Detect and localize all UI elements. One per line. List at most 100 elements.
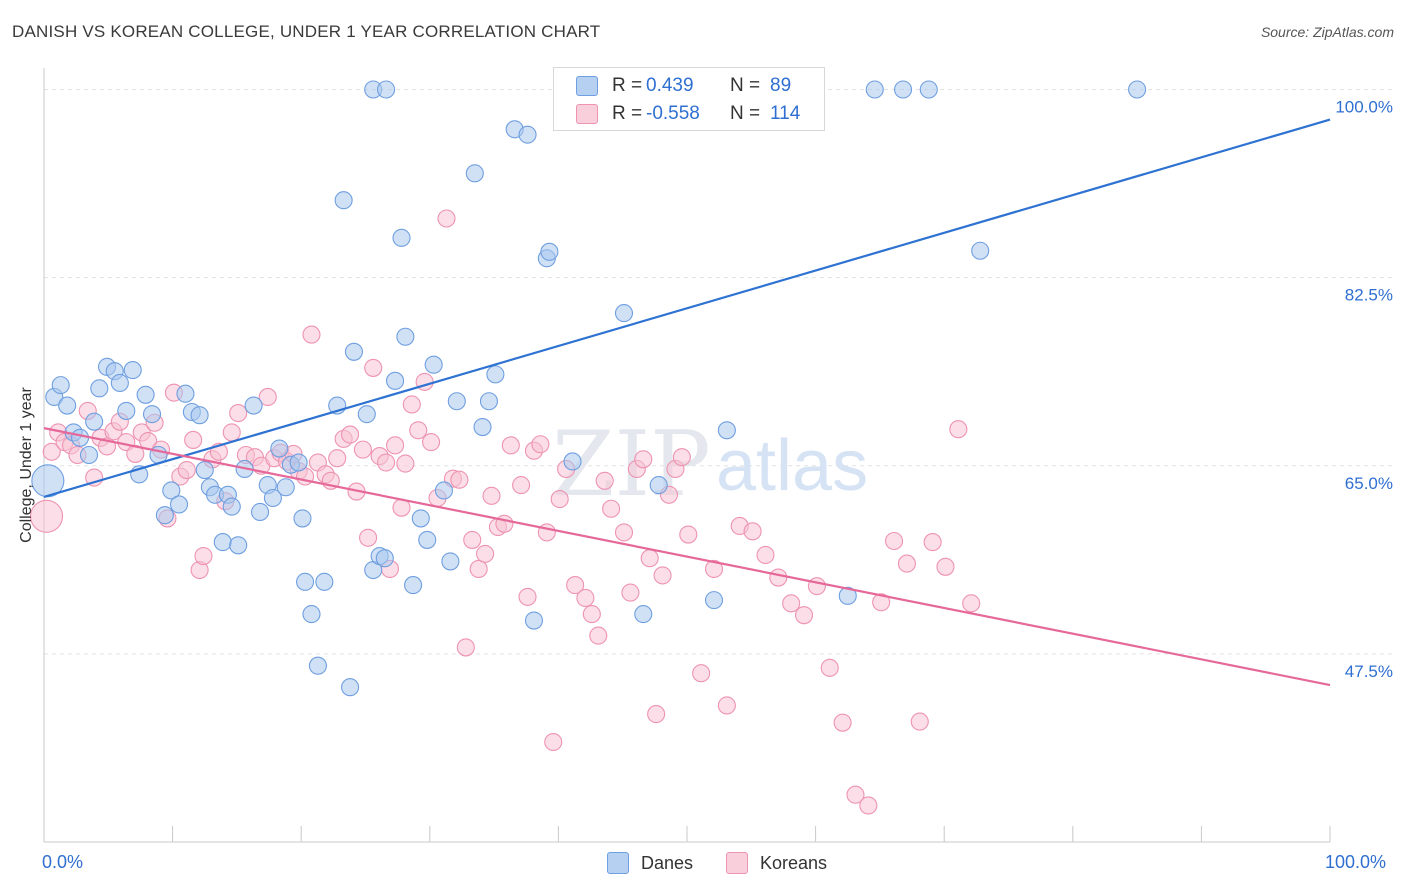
danes-point — [195, 460, 214, 480]
danes-point — [377, 80, 396, 99]
watermark-atlas: atlas — [716, 426, 868, 506]
koreans-point — [859, 796, 878, 815]
koreans-point — [396, 454, 415, 473]
bottom-legend-koreans-label: Koreans — [760, 852, 828, 873]
danes-point — [1128, 80, 1147, 99]
danes-point — [296, 572, 315, 591]
koreans-point — [756, 545, 775, 565]
koreans-point — [949, 420, 968, 439]
danes-point — [79, 445, 99, 465]
koreans-point — [897, 554, 916, 573]
danes-point — [244, 396, 263, 415]
danes-point — [276, 478, 295, 497]
koreans-point — [595, 471, 614, 490]
danes-trend-line — [43, 118, 1331, 498]
koreans-point — [962, 594, 981, 613]
danes-swatch — [576, 76, 598, 96]
koreans-point — [501, 436, 520, 455]
danes-point — [465, 164, 484, 183]
koreans-point — [653, 566, 672, 585]
danes-point — [404, 576, 423, 595]
bottom-legend: Danes Koreans — [0, 852, 1406, 876]
koreans-point — [640, 549, 659, 568]
danes-point — [473, 417, 492, 437]
legend-n-label: N = — [730, 103, 761, 124]
koreans-point — [476, 544, 495, 563]
koreans-point — [634, 450, 653, 469]
danes-point — [110, 373, 129, 393]
danes-point — [717, 421, 736, 440]
koreans-point — [820, 658, 839, 677]
koreans-swatch — [576, 104, 598, 124]
watermark: ZIP atlas — [552, 412, 868, 517]
danes-point — [524, 611, 544, 630]
legend-r-label: R = — [612, 75, 643, 96]
koreans-point — [409, 421, 428, 440]
legend-n-value: 89 — [770, 75, 792, 96]
koreans-point — [377, 453, 396, 472]
koreans-point — [794, 606, 814, 625]
koreans-point — [589, 626, 608, 645]
legend-n-value: 114 — [770, 103, 801, 124]
danes-point — [486, 365, 505, 384]
danes-point — [357, 405, 376, 424]
danes-point — [649, 476, 668, 495]
koreans-point — [302, 325, 321, 344]
chart-title: DANISH VS KOREAN COLLEGE, UNDER 1 YEAR C… — [12, 22, 601, 41]
danes-point — [51, 376, 70, 395]
koreans-point — [402, 395, 421, 414]
y-tick-labels: 100.0% 82.5% 65.0% 47.5% — [1335, 98, 1393, 681]
danes-point — [155, 506, 174, 525]
koreans-point — [566, 576, 585, 595]
koreans-point — [602, 499, 621, 518]
koreans-point — [717, 696, 736, 715]
danes-point — [424, 355, 443, 374]
koreans-point — [229, 404, 248, 423]
danes-point — [411, 509, 430, 528]
danes-point — [563, 452, 582, 471]
koreans-point — [807, 577, 826, 596]
danes-point — [919, 80, 938, 99]
legend-row-danes: R = 0.439 N = 89 — [576, 72, 791, 100]
koreans-point — [364, 358, 383, 377]
danes-point — [341, 678, 360, 697]
danes-point — [229, 536, 248, 555]
danes-point — [334, 191, 353, 210]
danes-point — [540, 242, 559, 261]
y-tick-label: 65.0% — [1345, 474, 1393, 493]
danes-point — [441, 552, 460, 571]
koreans-point — [782, 594, 801, 613]
legend-n-label: N = — [730, 75, 761, 96]
danes-point — [250, 502, 270, 522]
x-tick-label-max: 100.0% — [1325, 852, 1387, 872]
danes-point — [263, 488, 282, 508]
danes-point — [518, 125, 537, 144]
koreans-point — [353, 440, 372, 459]
danes-point — [704, 591, 724, 610]
koreans-point — [258, 387, 277, 407]
danes-point — [169, 495, 189, 514]
koreans-point — [194, 546, 213, 566]
danes-point — [90, 379, 109, 398]
koreans-point — [743, 522, 762, 541]
y-tick-label: 82.5% — [1345, 286, 1393, 305]
koreans-point — [833, 713, 852, 732]
danes-point — [308, 656, 327, 675]
koreans-point — [582, 605, 601, 624]
koreans-point — [679, 525, 698, 544]
koreans-point — [936, 557, 955, 576]
koreans-swatch — [726, 852, 748, 874]
danes-point — [162, 481, 181, 500]
bottom-legend-danes-label: Danes — [641, 852, 694, 873]
koreans-point — [30, 499, 64, 533]
koreans-point — [222, 423, 241, 442]
x-tick-label-min: 0.0% — [42, 852, 84, 872]
koreans-point — [328, 449, 347, 468]
danes-point — [315, 572, 334, 591]
danes-point — [838, 586, 857, 605]
danes-point — [117, 401, 136, 420]
danes-point — [222, 497, 241, 516]
danes-point — [58, 396, 77, 415]
trend-lines — [43, 118, 1331, 687]
koreans-point — [463, 530, 482, 549]
